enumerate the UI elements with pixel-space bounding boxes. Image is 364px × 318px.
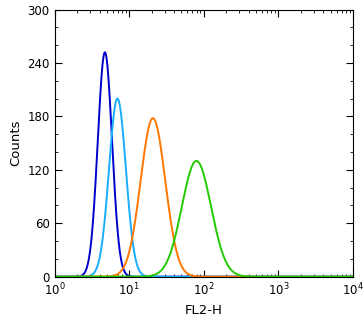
X-axis label: FL2-H: FL2-H (185, 304, 223, 317)
Y-axis label: Counts: Counts (9, 120, 22, 166)
